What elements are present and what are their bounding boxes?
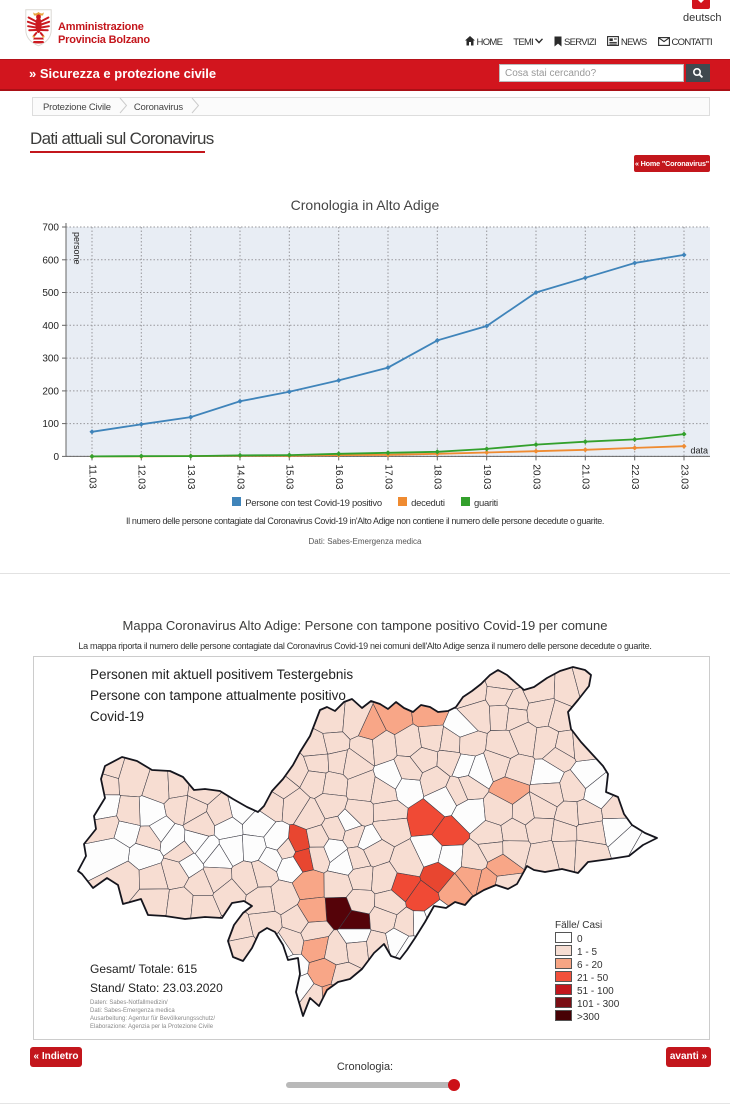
svg-text:22.03: 22.03 [629,464,640,489]
svg-text:300: 300 [42,354,59,365]
svg-text:17.03: 17.03 [382,464,393,489]
svg-text:21.03: 21.03 [580,464,591,489]
svg-text:11.03: 11.03 [86,464,97,489]
svg-text:100: 100 [42,419,59,430]
svg-text:data: data [690,445,708,455]
svg-text:200: 200 [42,386,59,397]
svg-text:19.03: 19.03 [481,464,492,489]
svg-text:23.03: 23.03 [678,464,689,489]
svg-text:18.03: 18.03 [432,464,443,489]
svg-text:600: 600 [42,255,59,266]
svg-text:20.03: 20.03 [530,464,541,489]
svg-text:16.03: 16.03 [333,464,344,489]
svg-text:700: 700 [42,223,59,234]
svg-text:14.03: 14.03 [234,464,245,489]
svg-text:500: 500 [42,288,59,299]
svg-text:15.03: 15.03 [284,464,295,489]
svg-text:13.03: 13.03 [185,464,196,489]
svg-text:persone: persone [72,232,82,265]
svg-text:12.03: 12.03 [136,464,147,489]
svg-text:0: 0 [53,452,59,463]
svg-text:400: 400 [42,321,59,332]
